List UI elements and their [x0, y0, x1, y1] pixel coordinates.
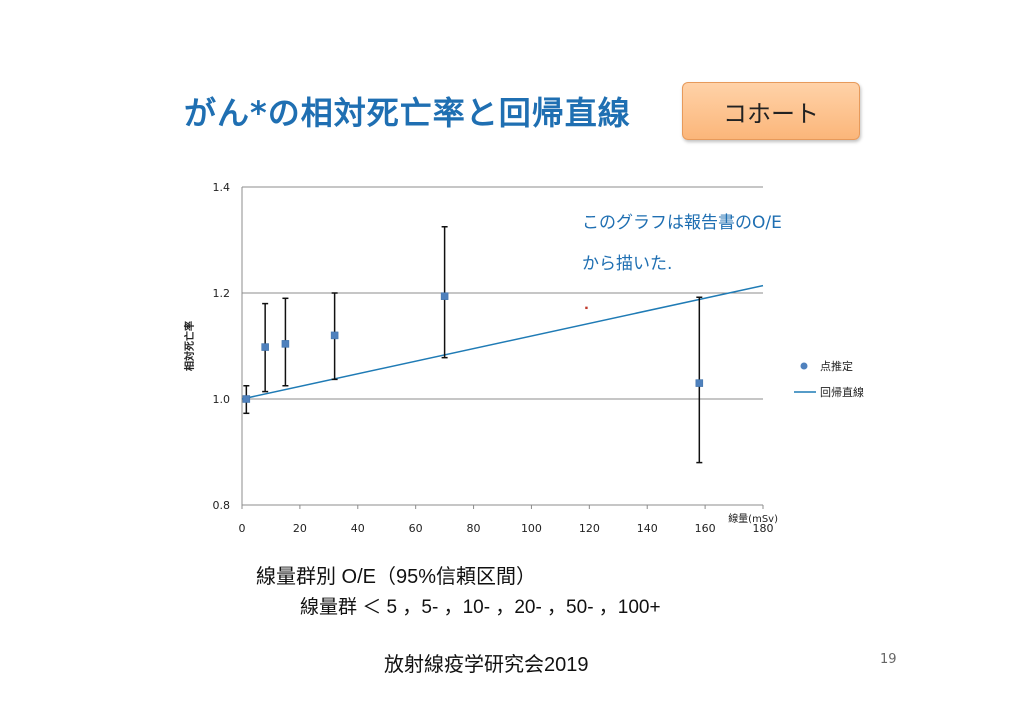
- x-tick-label: 60: [409, 522, 423, 535]
- tick-labels: 0.8 1.0 1.2 1.4 0 20 40 60 80 100 120 140 160 180: [213, 181, 774, 535]
- point-estimate-marker: [440, 292, 449, 300]
- point-estimate-marker: [695, 379, 704, 387]
- legend-point-marker: [800, 362, 808, 370]
- regression-line: [241, 284, 764, 400]
- y-axis-label: 相対死亡率: [183, 321, 196, 371]
- annotation-line-2: から描いた.: [582, 254, 672, 274]
- page-number: 19: [880, 652, 897, 667]
- x-tick-label: 0: [239, 522, 246, 535]
- point-estimate-marker: [261, 343, 269, 351]
- x-tick-label: 80: [467, 522, 481, 535]
- legend-line-label: 回帰直線: [820, 385, 864, 399]
- point-estimate-marker: [330, 331, 339, 340]
- stray-marker: [585, 306, 588, 310]
- point-estimates: [242, 292, 704, 403]
- axes: [241, 187, 764, 509]
- y-tick-label: 1.4: [213, 181, 231, 194]
- x-tick-label: 140: [637, 522, 658, 535]
- y-tick-label: 1.2: [213, 287, 231, 300]
- slide-title: がん*の相対死亡率と回帰直線: [184, 94, 631, 132]
- legend: 点推定 回帰直線: [794, 359, 864, 399]
- x-tick-label: 120: [579, 522, 600, 535]
- footer-text: 放射線疫学研究会2019: [384, 654, 589, 676]
- y-tick-label: 1.0: [213, 393, 231, 406]
- x-tick-label: 180: [753, 522, 774, 535]
- subtitle-line-1: 線量群別 O/E（95%信頼区間）: [256, 566, 537, 588]
- x-tick-label: 20: [293, 522, 307, 535]
- annotation-line-1: このグラフは報告書のO/E: [582, 213, 782, 233]
- x-tick-label: 40: [351, 522, 365, 535]
- regression-line-group: [241, 284, 764, 400]
- grid-lines: [242, 186, 763, 506]
- x-axis-label: 線量(mSv): [728, 512, 778, 525]
- subtitle-line-2: 線量群 ＜ 5 ，5- ，10- ，20- ，50- ，100+: [300, 597, 661, 618]
- cohort-badge: コホート: [682, 82, 860, 140]
- point-estimate-marker: [242, 395, 251, 403]
- x-tick-label: 100: [521, 522, 542, 535]
- y-tick-label: 0.8: [213, 499, 231, 512]
- legend-point-label: 点推定: [820, 359, 853, 373]
- x-tick-label: 160: [695, 522, 716, 535]
- point-estimate-marker: [281, 340, 290, 348]
